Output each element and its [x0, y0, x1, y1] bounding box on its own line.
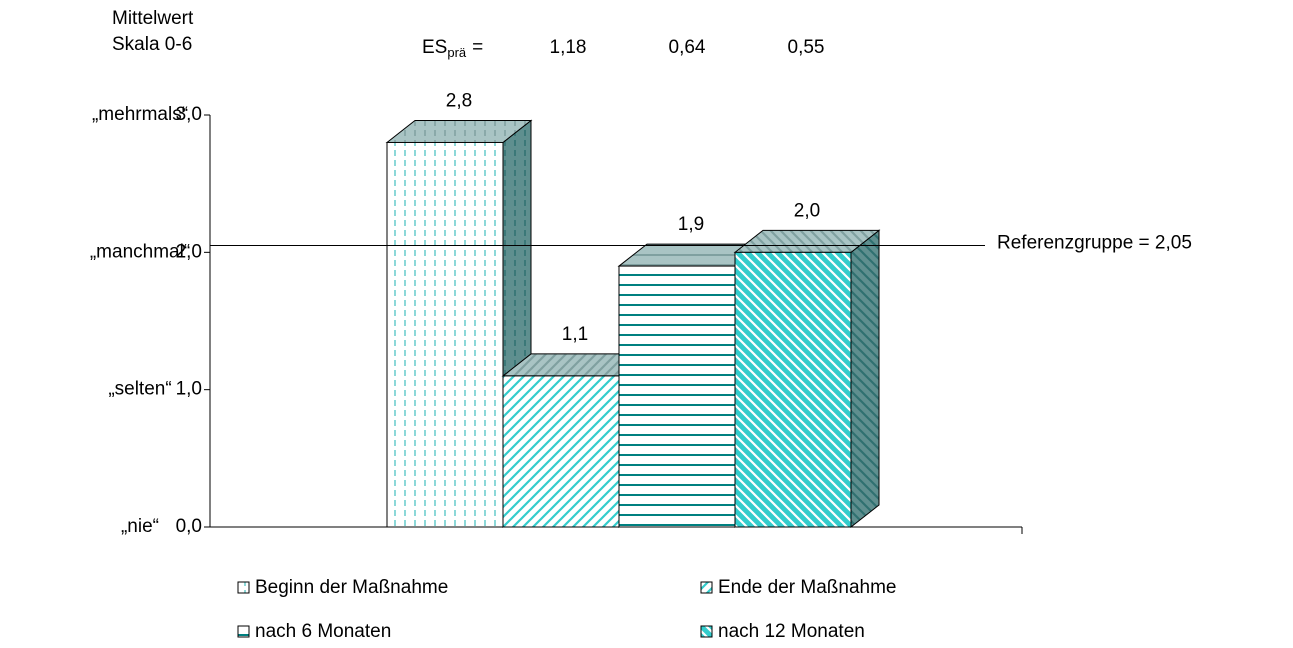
y-tick-label: 1,0	[176, 379, 202, 400]
scale-word: „selten“	[108, 379, 171, 400]
y-tick-label: 2,0	[176, 241, 202, 262]
legend-label: nach 12 Monaten	[718, 621, 865, 642]
value-label: 2,0	[794, 200, 820, 221]
scale-word: „nie“	[121, 516, 159, 537]
legend-swatch	[237, 625, 250, 638]
es-eq: =	[472, 37, 483, 58]
legend-label: nach 6 Monaten	[255, 621, 391, 642]
value-label: 2,8	[446, 90, 472, 111]
bar	[502, 375, 620, 528]
bar-side	[850, 229, 880, 529]
axis-title: Skala 0-6	[112, 34, 192, 55]
es-value: 0,55	[788, 37, 825, 58]
legend-label: Beginn der Maßnahme	[255, 577, 448, 598]
scale-word: „mehrmals“	[92, 104, 188, 125]
es-main: ES	[422, 37, 447, 58]
es-value: 1,18	[550, 37, 587, 58]
es-value: 0,64	[669, 37, 706, 58]
bar	[734, 251, 852, 528]
legend-swatch	[237, 581, 250, 594]
legend-swatch	[700, 625, 713, 638]
legend-swatch	[700, 581, 713, 594]
scale-word: „manchmal“	[90, 241, 190, 262]
bar	[386, 141, 504, 528]
es-sub: prä	[447, 45, 467, 60]
value-label: 1,1	[562, 324, 588, 345]
bar	[618, 265, 736, 528]
axis-title: Mittelwert	[112, 8, 194, 29]
es-label: ESprä =	[422, 37, 483, 60]
legend-label: Ende der Maßnahme	[718, 577, 897, 598]
reference-label: Referenzgruppe = 2,05	[997, 232, 1192, 253]
y-tick-label: 3,0	[176, 104, 202, 125]
y-tick-label: 0,0	[176, 516, 202, 537]
value-label: 1,9	[678, 214, 704, 235]
